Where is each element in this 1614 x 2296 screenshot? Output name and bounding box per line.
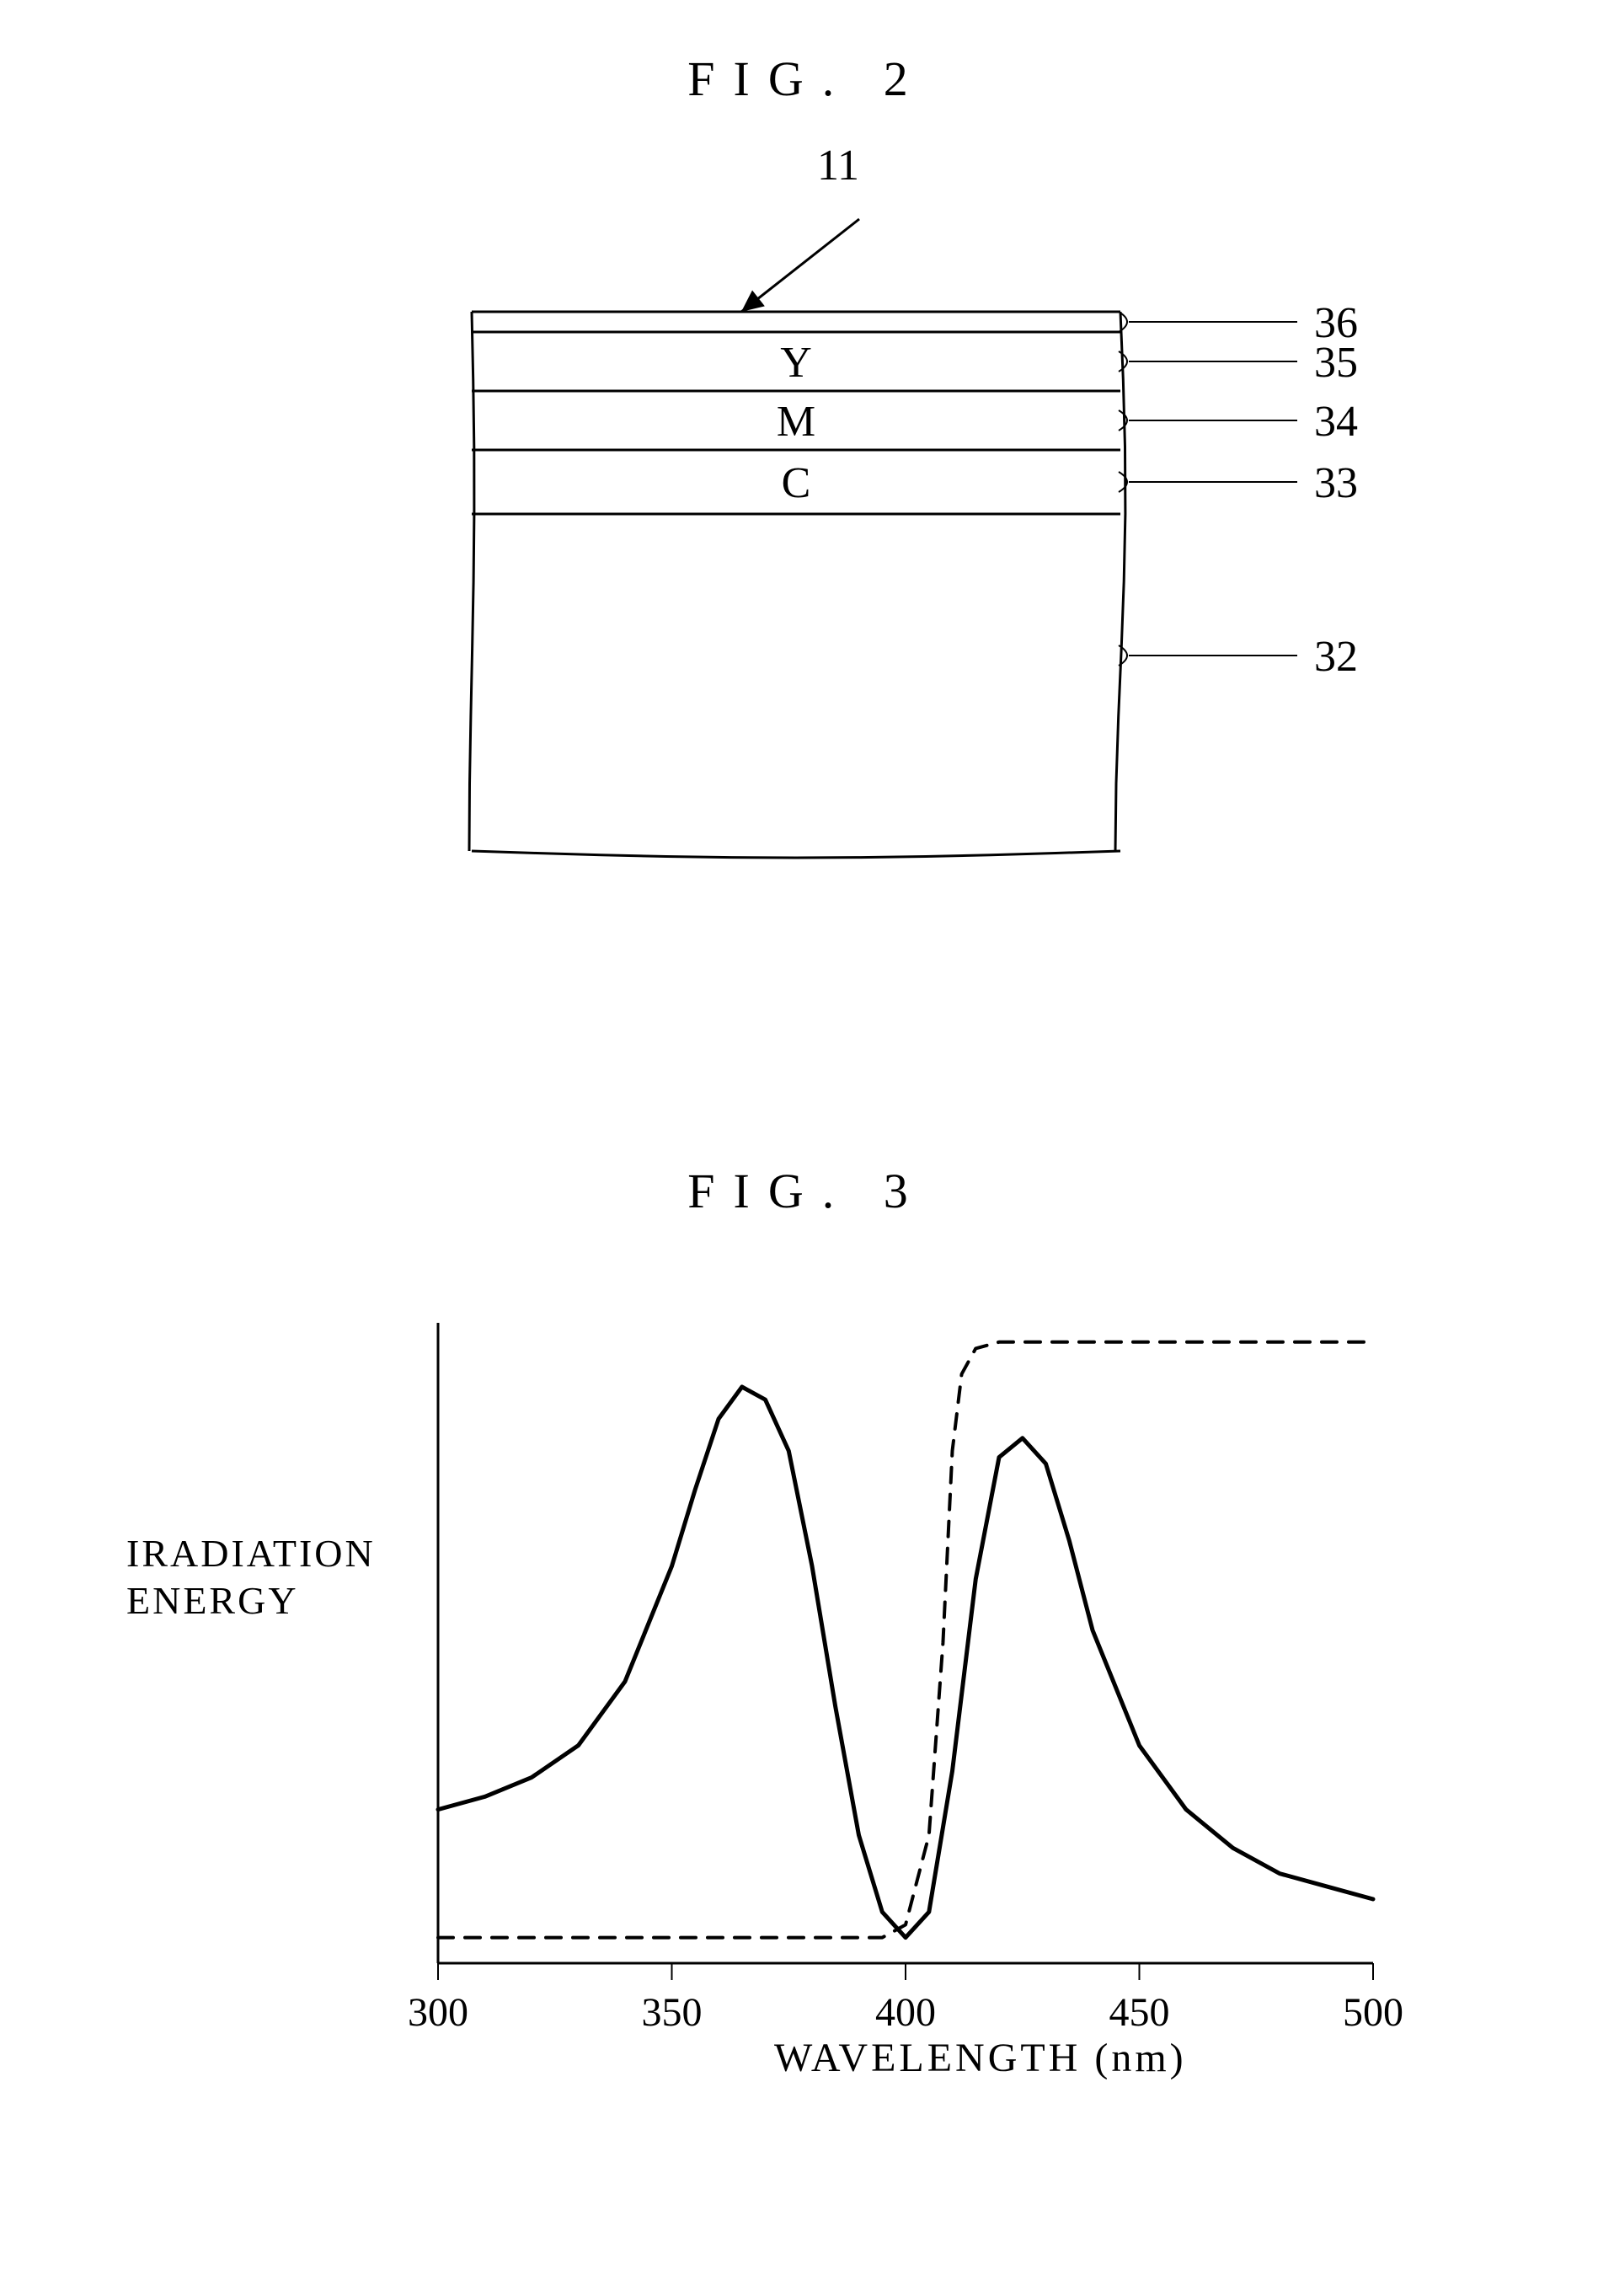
x-axis-label: WAVELENGTH (nm) [774, 2036, 1187, 2080]
fig3-chart: 300 350 400 450 500 WAVELENGTH (nm) IRADIATION… [0, 0, 1614, 2296]
solid-curve [438, 1387, 1373, 1938]
y-axis-label-line: ENERGY [126, 1579, 299, 1622]
x-tick-label: 300 [408, 1990, 468, 2035]
x-tick-label: 450 [1109, 1990, 1170, 2035]
y-axis-label-line: IRADIATION [126, 1532, 376, 1575]
x-tick-label: 500 [1343, 1990, 1403, 2035]
x-tick-label: 400 [875, 1990, 936, 2035]
page: FIG. 2 36Y35M34C333211 FIG. 3 3003504004… [0, 0, 1614, 2296]
x-tick-label: 350 [642, 1990, 703, 2035]
